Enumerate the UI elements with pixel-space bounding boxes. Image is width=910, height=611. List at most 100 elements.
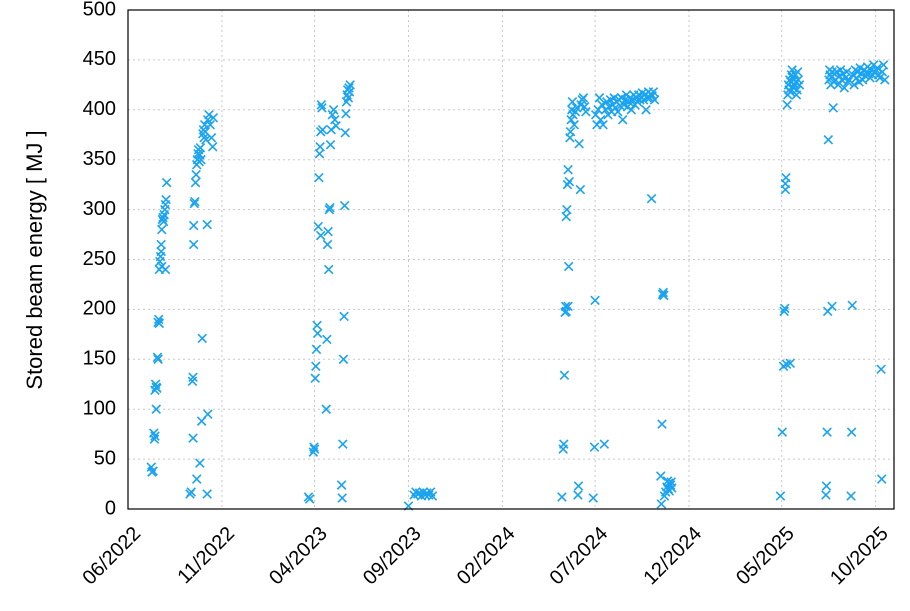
x-tick-label: 04/2023: [265, 523, 332, 590]
data-point: [188, 239, 199, 250]
data-point: [338, 439, 348, 449]
data-point: [599, 439, 610, 449]
data-point: [195, 458, 205, 468]
grid-lines: [127, 10, 894, 509]
y-tick-label: 100: [83, 397, 116, 419]
data-point: [315, 230, 326, 241]
data-point: [313, 221, 324, 232]
data-point: [317, 103, 327, 113]
data-point: [149, 434, 160, 444]
data-point: [345, 80, 355, 90]
y-tick-labels: 0 50 100 150 200 250 300 350 400 450 500: [83, 0, 116, 519]
data-point: [314, 172, 324, 183]
data-point: [589, 442, 600, 452]
data-point: [578, 93, 589, 103]
data-point: [659, 290, 669, 301]
data-point: [588, 493, 599, 503]
x-tick-label: 10/2025: [826, 523, 893, 590]
data-point: [573, 490, 583, 500]
data-point: [316, 100, 327, 110]
data-point: [781, 172, 791, 183]
data-point: [161, 177, 172, 188]
data-point: [823, 134, 834, 145]
y-tick-label: 350: [83, 148, 116, 170]
data-point: [563, 164, 573, 175]
data-point: [559, 439, 569, 449]
data-point: [565, 126, 576, 137]
data-point: [641, 105, 651, 115]
data-point: [202, 489, 212, 499]
data-point: [312, 328, 323, 339]
data-point: [152, 352, 163, 363]
data-point: [821, 481, 832, 491]
data-point: [559, 370, 570, 381]
x-tick-label: 09/2023: [359, 523, 426, 590]
data-point: [880, 75, 890, 85]
data-point: [190, 196, 200, 207]
data-point: [197, 333, 208, 344]
data-point: [655, 471, 666, 481]
data-point: [311, 361, 321, 372]
data-point: [657, 419, 667, 429]
data-point: [593, 105, 603, 115]
y-tick-label: 50: [94, 447, 116, 469]
data-point: [566, 115, 576, 125]
data-point: [785, 358, 796, 369]
data-point: [876, 474, 887, 484]
data-point: [849, 80, 859, 90]
data-point: [312, 320, 322, 331]
data-point: [779, 306, 789, 317]
data-point: [188, 433, 198, 443]
data-point: [649, 95, 660, 105]
data-point: [563, 301, 573, 312]
y-tick-label: 450: [83, 48, 116, 70]
data-point: [563, 261, 574, 272]
data-point: [564, 176, 575, 187]
data-point: [590, 295, 600, 306]
data-point: [626, 105, 637, 115]
data-point: [562, 204, 572, 215]
data-point: [150, 431, 160, 441]
data-point: [156, 239, 166, 250]
data-point: [648, 87, 659, 97]
data-point: [646, 193, 657, 204]
data-point: [787, 65, 797, 75]
data-point: [328, 105, 339, 115]
data-point: [777, 427, 788, 437]
y-axis-label: Stored beam energy [ MJ ]: [22, 130, 47, 389]
data-point: [597, 100, 607, 110]
data-point: [775, 491, 786, 501]
data-point: [153, 354, 163, 365]
data-point: [573, 481, 584, 491]
data-point: [841, 67, 852, 77]
data-point: [658, 287, 668, 298]
data-point: [191, 474, 202, 484]
plot-frame: [127, 9, 895, 510]
data-point: [833, 80, 843, 90]
data-point: [569, 120, 579, 130]
data-point: [322, 239, 333, 250]
data-point: [827, 301, 837, 312]
data-point: [315, 141, 325, 152]
data-point: [156, 224, 167, 235]
data-point: [792, 67, 803, 77]
data-point: [323, 226, 333, 237]
data-point: [324, 204, 335, 215]
x-tick-label: 07/2024: [546, 523, 613, 590]
data-point: [206, 132, 217, 143]
data-point: [325, 202, 335, 213]
data-point: [779, 303, 790, 314]
data-point: [309, 442, 319, 452]
data-point: [574, 138, 584, 149]
y-tick-label: 150: [83, 348, 116, 370]
data-point: [204, 110, 214, 120]
data-point: [792, 85, 802, 95]
data-point: [598, 120, 608, 130]
data-point: [151, 404, 161, 414]
data-point: [794, 80, 805, 90]
y-tick-label: 0: [105, 497, 116, 519]
data-point: [340, 127, 351, 138]
data-point: [427, 491, 438, 501]
data-point: [876, 364, 886, 375]
